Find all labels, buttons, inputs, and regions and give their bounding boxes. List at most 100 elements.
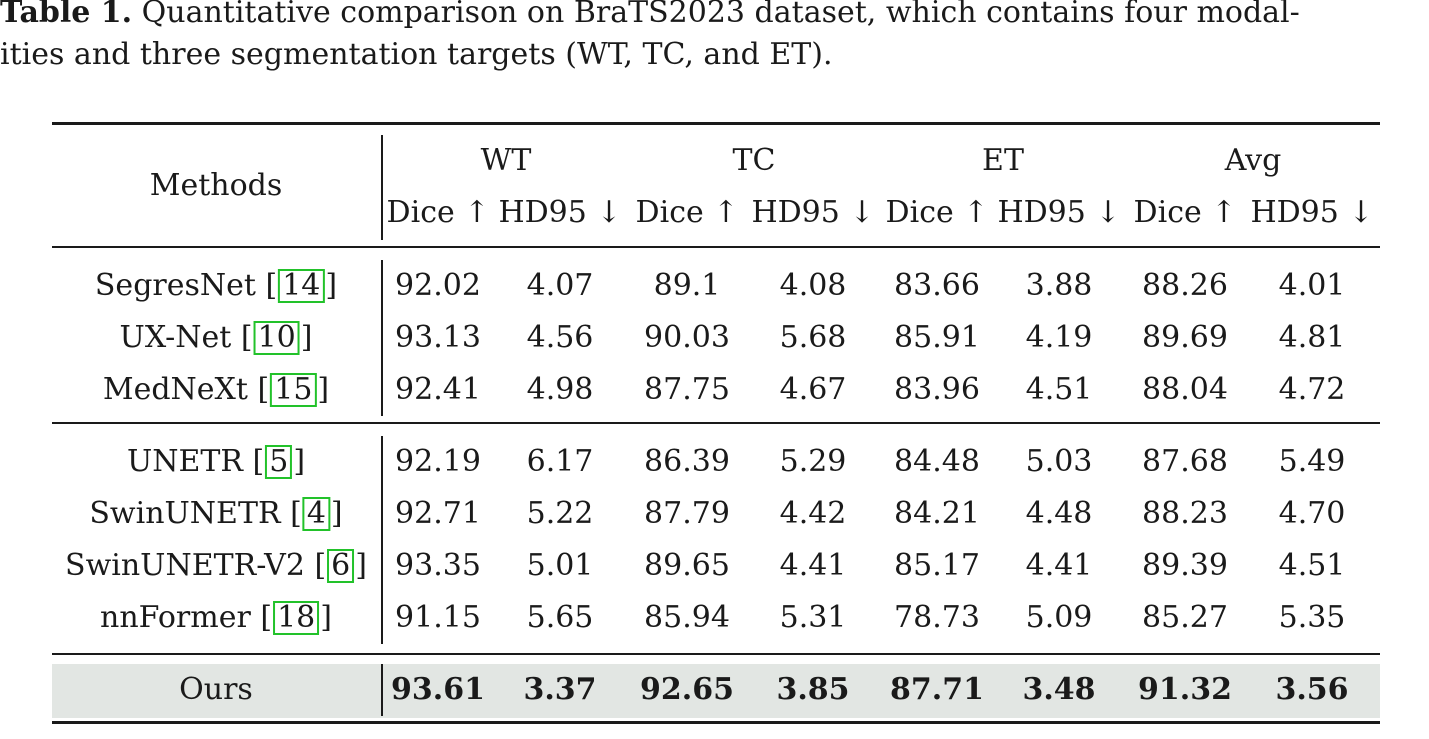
group-rule xyxy=(52,422,1380,424)
table-cell: 4.41 xyxy=(1025,548,1093,583)
table-cell: 78.73 xyxy=(894,600,980,635)
table-cell: 93.35 xyxy=(395,548,481,583)
citation-link[interactable]: 10 xyxy=(253,321,300,355)
table-cell: 5.35 xyxy=(1278,600,1346,635)
table-cell: 93.13 xyxy=(395,320,481,355)
table-cell: 5.01 xyxy=(526,548,594,583)
table-cell: 4.01 xyxy=(1278,268,1346,303)
group2-vline xyxy=(381,436,383,644)
caption-label: Table 1. xyxy=(0,0,133,30)
ours-value-cell: 3.85 xyxy=(776,672,850,707)
method-cell: UNETR [5] xyxy=(126,444,306,479)
table-cell: 5.09 xyxy=(1025,600,1093,635)
table-cell: 86.39 xyxy=(644,444,730,479)
bottom-rule xyxy=(52,721,1380,724)
method-cell: SwinUNETR [4] xyxy=(89,496,343,531)
table-caption: Table 1. Quantitative comparison on BraT… xyxy=(0,0,1429,76)
ours-value-cell: 3.56 xyxy=(1275,672,1349,707)
header-rule xyxy=(52,246,1380,248)
metric-header: HD95 ↓ xyxy=(498,195,622,230)
table-cell: 92.19 xyxy=(395,444,481,479)
table-cell: 4.08 xyxy=(779,268,847,303)
caption-line-1: Table 1. Quantitative comparison on BraT… xyxy=(0,0,1429,34)
table-cell: 83.96 xyxy=(894,372,980,407)
table-cell: 89.69 xyxy=(1142,320,1228,355)
caption-line-2: ities and three segmentation targets (WT… xyxy=(0,37,833,72)
method-name: SwinUNETR xyxy=(89,496,291,531)
ours-vline xyxy=(381,664,383,716)
ours-value-cell: 93.61 xyxy=(391,672,485,707)
table-cell: 5.22 xyxy=(526,496,594,531)
table-cell: 4.56 xyxy=(526,320,594,355)
table-cell: 91.15 xyxy=(395,600,481,635)
methods-header: Methods xyxy=(149,168,283,203)
citation-link[interactable]: 6 xyxy=(327,549,355,583)
ours-value-cell: 3.37 xyxy=(523,672,597,707)
group-header-avg: Avg xyxy=(1224,143,1282,178)
table-cell: 4.98 xyxy=(526,372,594,407)
table-cell: 87.79 xyxy=(644,496,730,531)
table-cell: 5.49 xyxy=(1278,444,1346,479)
table-cell: 87.68 xyxy=(1142,444,1228,479)
table-cell: 5.65 xyxy=(526,600,594,635)
table-cell: 4.72 xyxy=(1278,372,1346,407)
metric-header: Dice ↑ xyxy=(1133,195,1237,230)
table-cell: 5.31 xyxy=(779,600,847,635)
ours-value-cell: 87.71 xyxy=(890,672,984,707)
table-cell: 4.70 xyxy=(1278,496,1346,531)
table-cell: 87.75 xyxy=(644,372,730,407)
table-cell: 4.41 xyxy=(779,548,847,583)
table-cell: 4.51 xyxy=(1278,548,1346,583)
ours-row-highlight xyxy=(52,664,1380,718)
table-cell: 4.67 xyxy=(779,372,847,407)
method-name: MedNeXt xyxy=(102,372,258,407)
table-cell: 83.66 xyxy=(894,268,980,303)
table-cell: 88.04 xyxy=(1142,372,1228,407)
table-cell: 85.94 xyxy=(644,600,730,635)
table-cell: 92.02 xyxy=(395,268,481,303)
metric-header: Dice ↑ xyxy=(635,195,739,230)
citation-link[interactable]: 15 xyxy=(270,373,317,407)
table-cell: 92.41 xyxy=(395,372,481,407)
table-cell: 4.51 xyxy=(1025,372,1093,407)
metric-header: Dice ↑ xyxy=(885,195,989,230)
table-cell: 92.71 xyxy=(395,496,481,531)
citation-link[interactable]: 4 xyxy=(302,497,330,531)
ours-value-cell: 92.65 xyxy=(640,672,734,707)
citation-link[interactable]: 5 xyxy=(265,445,293,479)
group-header-et: ET xyxy=(982,143,1024,178)
table-cell: 4.19 xyxy=(1025,320,1093,355)
table-cell: 4.07 xyxy=(526,268,594,303)
ours-value-cell: 91.32 xyxy=(1138,672,1232,707)
table-cell: 5.68 xyxy=(779,320,847,355)
table-cell: 4.42 xyxy=(779,496,847,531)
method-name: SwinUNETR-V2 xyxy=(65,548,315,583)
table-cell: 85.91 xyxy=(894,320,980,355)
header-vline xyxy=(381,135,383,240)
table-cell: 85.17 xyxy=(894,548,980,583)
method-name: UNETR xyxy=(126,444,253,479)
table-cell: 3.88 xyxy=(1025,268,1093,303)
table-cell: 4.48 xyxy=(1025,496,1093,531)
method-cell: nnFormer [18] xyxy=(100,600,332,635)
citation-link[interactable]: 14 xyxy=(278,269,325,303)
table-cell: 5.03 xyxy=(1025,444,1093,479)
metric-header: HD95 ↓ xyxy=(1250,195,1374,230)
ours-method-cell: Ours xyxy=(179,672,253,707)
table-cell: 84.21 xyxy=(894,496,980,531)
metric-header: HD95 ↓ xyxy=(997,195,1121,230)
method-cell: UX-Net [10] xyxy=(119,320,313,355)
table-cell: 88.23 xyxy=(1142,496,1228,531)
table-cell: 6.17 xyxy=(526,444,594,479)
table-cell: 84.48 xyxy=(894,444,980,479)
table-cell: 89.39 xyxy=(1142,548,1228,583)
table-cell: 4.81 xyxy=(1278,320,1346,355)
citation-link[interactable]: 18 xyxy=(273,601,320,635)
method-cell: MedNeXt [15] xyxy=(102,372,330,407)
group1-vline xyxy=(381,260,383,416)
group-header-tc: TC xyxy=(732,143,776,178)
table-cell: 5.29 xyxy=(779,444,847,479)
table-cell: 89.65 xyxy=(644,548,730,583)
method-cell: SegresNet [14] xyxy=(94,268,338,303)
method-name: UX-Net xyxy=(119,320,241,355)
